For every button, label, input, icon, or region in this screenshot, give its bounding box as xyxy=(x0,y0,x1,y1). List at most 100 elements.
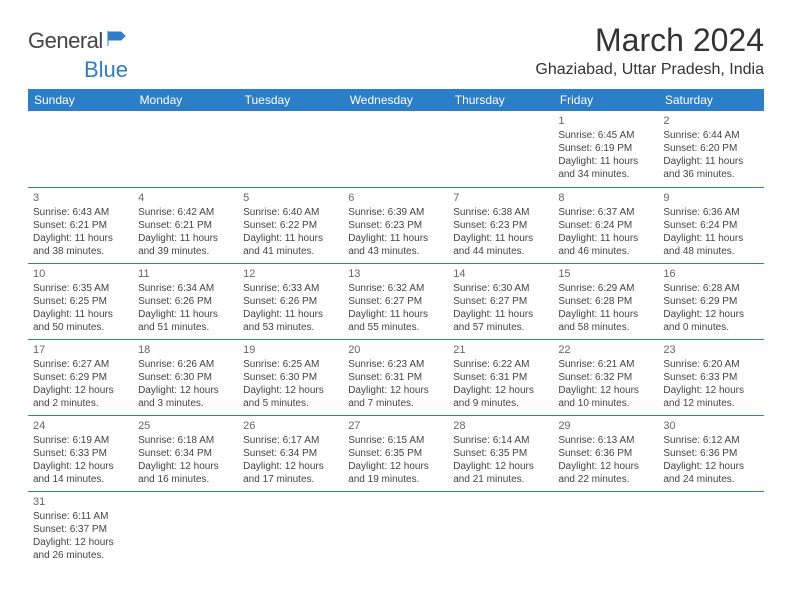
sunset-text: Sunset: 6:20 PM xyxy=(663,142,758,155)
calendar-empty-cell xyxy=(133,111,238,187)
calendar-header-row: SundayMondayTuesdayWednesdayThursdayFrid… xyxy=(28,89,764,111)
brand-name-2: Blue xyxy=(84,57,792,83)
sunrise-text: Sunrise: 6:22 AM xyxy=(453,358,548,371)
daylight-text: Daylight: 12 hours xyxy=(243,384,338,397)
day-number: 3 xyxy=(33,191,128,205)
daylight-text: Daylight: 11 hours xyxy=(663,155,758,168)
sunset-text: Sunset: 6:30 PM xyxy=(243,371,338,384)
sunrise-text: Sunrise: 6:39 AM xyxy=(348,206,443,219)
calendar-day-cell: 15Sunrise: 6:29 AMSunset: 6:28 PMDayligh… xyxy=(553,263,658,339)
calendar-day-cell: 25Sunrise: 6:18 AMSunset: 6:34 PMDayligh… xyxy=(133,415,238,491)
calendar-day-cell: 14Sunrise: 6:30 AMSunset: 6:27 PMDayligh… xyxy=(448,263,553,339)
day-number: 6 xyxy=(348,191,443,205)
calendar-empty-cell xyxy=(238,111,343,187)
sunset-text: Sunset: 6:31 PM xyxy=(348,371,443,384)
daylight-text: and 7 minutes. xyxy=(348,397,443,410)
calendar-day-cell: 17Sunrise: 6:27 AMSunset: 6:29 PMDayligh… xyxy=(28,339,133,415)
daylight-text: and 53 minutes. xyxy=(243,321,338,334)
daylight-text: Daylight: 12 hours xyxy=(33,460,128,473)
calendar-week-row: 17Sunrise: 6:27 AMSunset: 6:29 PMDayligh… xyxy=(28,339,764,415)
day-header: Wednesday xyxy=(343,89,448,111)
calendar-week-row: 10Sunrise: 6:35 AMSunset: 6:25 PMDayligh… xyxy=(28,263,764,339)
calendar-week-row: 24Sunrise: 6:19 AMSunset: 6:33 PMDayligh… xyxy=(28,415,764,491)
sunset-text: Sunset: 6:36 PM xyxy=(663,447,758,460)
daylight-text: and 44 minutes. xyxy=(453,245,548,258)
daylight-text: and 3 minutes. xyxy=(138,397,233,410)
sunset-text: Sunset: 6:28 PM xyxy=(558,295,653,308)
sunset-text: Sunset: 6:30 PM xyxy=(138,371,233,384)
calendar-day-cell: 9Sunrise: 6:36 AMSunset: 6:24 PMDaylight… xyxy=(658,187,763,263)
sunrise-text: Sunrise: 6:20 AM xyxy=(663,358,758,371)
calendar-day-cell: 20Sunrise: 6:23 AMSunset: 6:31 PMDayligh… xyxy=(343,339,448,415)
day-number: 20 xyxy=(348,343,443,357)
daylight-text: Daylight: 12 hours xyxy=(348,384,443,397)
calendar-day-cell: 2Sunrise: 6:44 AMSunset: 6:20 PMDaylight… xyxy=(658,111,763,187)
day-number: 5 xyxy=(243,191,338,205)
calendar-day-cell: 29Sunrise: 6:13 AMSunset: 6:36 PMDayligh… xyxy=(553,415,658,491)
day-number: 24 xyxy=(33,419,128,433)
sunrise-text: Sunrise: 6:40 AM xyxy=(243,206,338,219)
daylight-text: and 16 minutes. xyxy=(138,473,233,486)
daylight-text: and 5 minutes. xyxy=(243,397,338,410)
calendar-day-cell: 1Sunrise: 6:45 AMSunset: 6:19 PMDaylight… xyxy=(553,111,658,187)
daylight-text: and 57 minutes. xyxy=(453,321,548,334)
daylight-text: Daylight: 12 hours xyxy=(243,460,338,473)
daylight-text: and 0 minutes. xyxy=(663,321,758,334)
day-number: 26 xyxy=(243,419,338,433)
calendar-day-cell: 18Sunrise: 6:26 AMSunset: 6:30 PMDayligh… xyxy=(133,339,238,415)
day-number: 7 xyxy=(453,191,548,205)
calendar-empty-cell xyxy=(448,491,553,567)
daylight-text: Daylight: 11 hours xyxy=(348,308,443,321)
sunrise-text: Sunrise: 6:12 AM xyxy=(663,434,758,447)
calendar-body: 1Sunrise: 6:45 AMSunset: 6:19 PMDaylight… xyxy=(28,111,764,567)
sunrise-text: Sunrise: 6:18 AM xyxy=(138,434,233,447)
day-number: 31 xyxy=(33,495,128,509)
flag-icon xyxy=(107,30,129,53)
day-header: Monday xyxy=(133,89,238,111)
month-title: March 2024 xyxy=(535,22,764,59)
daylight-text: Daylight: 12 hours xyxy=(138,460,233,473)
calendar-empty-cell xyxy=(133,491,238,567)
sunset-text: Sunset: 6:32 PM xyxy=(558,371,653,384)
daylight-text: and 2 minutes. xyxy=(33,397,128,410)
sunrise-text: Sunrise: 6:37 AM xyxy=(558,206,653,219)
daylight-text: Daylight: 11 hours xyxy=(33,308,128,321)
sunrise-text: Sunrise: 6:42 AM xyxy=(138,206,233,219)
daylight-text: and 34 minutes. xyxy=(558,168,653,181)
sunrise-text: Sunrise: 6:27 AM xyxy=(33,358,128,371)
sunset-text: Sunset: 6:24 PM xyxy=(558,219,653,232)
day-header: Friday xyxy=(553,89,658,111)
daylight-text: Daylight: 11 hours xyxy=(138,232,233,245)
daylight-text: Daylight: 11 hours xyxy=(243,232,338,245)
calendar-day-cell: 30Sunrise: 6:12 AMSunset: 6:36 PMDayligh… xyxy=(658,415,763,491)
sunrise-text: Sunrise: 6:33 AM xyxy=(243,282,338,295)
daylight-text: and 43 minutes. xyxy=(348,245,443,258)
daylight-text: and 46 minutes. xyxy=(558,245,653,258)
daylight-text: and 36 minutes. xyxy=(663,168,758,181)
daylight-text: and 51 minutes. xyxy=(138,321,233,334)
sunset-text: Sunset: 6:37 PM xyxy=(33,523,128,536)
daylight-text: Daylight: 12 hours xyxy=(453,460,548,473)
day-number: 18 xyxy=(138,343,233,357)
sunrise-text: Sunrise: 6:19 AM xyxy=(33,434,128,447)
day-number: 15 xyxy=(558,267,653,281)
daylight-text: Daylight: 11 hours xyxy=(558,155,653,168)
calendar-day-cell: 5Sunrise: 6:40 AMSunset: 6:22 PMDaylight… xyxy=(238,187,343,263)
sunrise-text: Sunrise: 6:34 AM xyxy=(138,282,233,295)
daylight-text: and 38 minutes. xyxy=(33,245,128,258)
sunrise-text: Sunrise: 6:13 AM xyxy=(558,434,653,447)
sunrise-text: Sunrise: 6:38 AM xyxy=(453,206,548,219)
calendar-day-cell: 23Sunrise: 6:20 AMSunset: 6:33 PMDayligh… xyxy=(658,339,763,415)
sunset-text: Sunset: 6:22 PM xyxy=(243,219,338,232)
sunset-text: Sunset: 6:34 PM xyxy=(138,447,233,460)
daylight-text: and 55 minutes. xyxy=(348,321,443,334)
sunrise-text: Sunrise: 6:28 AM xyxy=(663,282,758,295)
daylight-text: and 50 minutes. xyxy=(33,321,128,334)
sunset-text: Sunset: 6:25 PM xyxy=(33,295,128,308)
sunset-text: Sunset: 6:33 PM xyxy=(33,447,128,460)
daylight-text: Daylight: 12 hours xyxy=(453,384,548,397)
daylight-text: and 21 minutes. xyxy=(453,473,548,486)
daylight-text: and 26 minutes. xyxy=(33,549,128,562)
sunset-text: Sunset: 6:29 PM xyxy=(33,371,128,384)
day-number: 2 xyxy=(663,114,758,128)
